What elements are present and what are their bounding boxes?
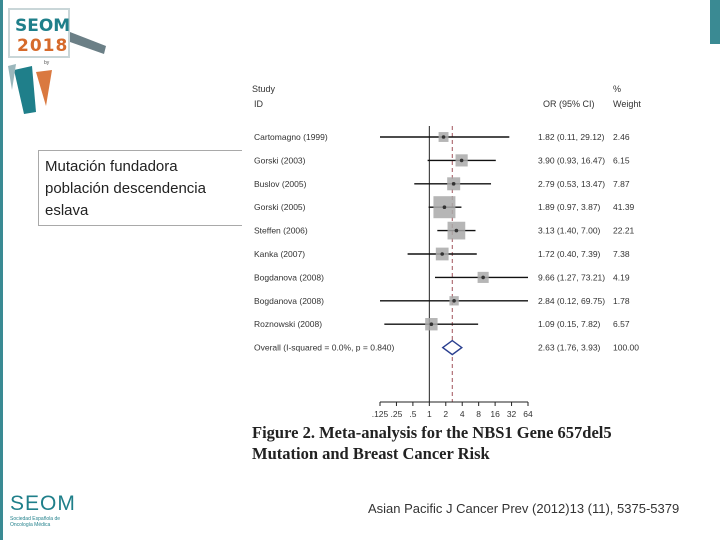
forest-plot: Study ID OR (95% CI)% Weight Cartomagno (199…	[252, 84, 641, 419]
study-point	[429, 322, 434, 326]
study-weight: 1.78	[613, 296, 630, 306]
x-axis-tick-label: .5	[409, 409, 416, 419]
x-axis-tick-label: 64	[523, 409, 533, 419]
study-or-ci: 2.84 (0.12, 69.75)	[538, 296, 605, 306]
study-point	[441, 135, 446, 139]
x-axis-tick-label: 4	[460, 409, 465, 419]
study-label: Bogdanova (2008)	[254, 272, 324, 282]
study-or-ci: 9.66 (1.27, 73.21)	[538, 272, 605, 282]
study-label: Gorski (2003)	[254, 155, 306, 165]
study-label: Steffen (2006)	[254, 226, 308, 236]
study-point	[442, 205, 447, 209]
forest-plot-figure: Study ID OR (95% CI)% Weight Cartomagno (199…	[242, 78, 654, 470]
x-axis-tick-label: 32	[507, 409, 517, 419]
x-axis-tick-label: 2	[443, 409, 448, 419]
study-label: Cartomagno (1999)	[254, 132, 328, 142]
top-right-accent-tab	[710, 0, 720, 44]
study-label: Bogdanova (2008)	[254, 296, 324, 306]
header-percent-label: %	[613, 84, 621, 94]
study-label: Roznowski (2008)	[254, 319, 322, 329]
callout-box: Mutación fundadora población descendenci…	[38, 150, 244, 226]
header-or-label: OR (95% CI)	[543, 99, 595, 109]
overall-diamond	[441, 339, 463, 356]
study-weight: 2.46	[613, 132, 630, 142]
study-point	[451, 182, 456, 186]
study-or-ci: 1.09 (0.15, 7.82)	[538, 319, 601, 329]
study-point	[440, 252, 444, 256]
seom-logo-bottom: SEOM Sociedad Española de Oncología Médi…	[10, 492, 80, 532]
logo-badge: SEOM 2018	[8, 8, 70, 58]
study-or-ci: 3.13 (1.40, 7.00)	[538, 226, 601, 236]
left-accent-bar	[0, 0, 3, 540]
logo-decoration	[8, 32, 106, 114]
study-weight: 6.15	[613, 155, 630, 165]
seom-logo-subtitle: Sociedad Española de Oncología Médica	[10, 516, 61, 528]
study-label: Gorski (2005)	[254, 202, 306, 212]
study-weight: 22.21	[613, 226, 635, 236]
x-axis-tick-label: 8	[476, 409, 481, 419]
study-or-ci: 1.89 (0.97, 3.87)	[538, 202, 601, 212]
overall-label: Overall (I-squared = 0.0%, p = 0.840)	[254, 343, 394, 353]
header-weight-label: Weight	[613, 99, 641, 109]
study-or-ci: 2.79 (0.53, 13.47)	[538, 179, 605, 189]
study-point	[481, 275, 485, 280]
study-or-ci: 1.82 (0.11, 29.12)	[538, 132, 605, 142]
seom-logo-text: SEOM	[10, 492, 76, 515]
study-weight: 41.39	[613, 202, 635, 212]
logo-event-name: SEOM	[15, 16, 71, 36]
x-axis-tick-label: .25	[391, 409, 403, 419]
study-point	[452, 299, 456, 303]
logo-small-text: by	[44, 60, 50, 66]
study-weight: 4.19	[613, 272, 630, 282]
citation-text: Asian Pacific J Cancer Prev (2012)13 (11…	[368, 501, 680, 516]
study-weight: 6.57	[613, 319, 630, 329]
x-axis-tick-label: 16	[490, 409, 500, 419]
logo-event-year: 2018	[17, 36, 69, 56]
study-or-ci: 3.90 (0.93, 16.47)	[538, 155, 605, 165]
study-or-ci: 1.72 (0.40, 7.39)	[538, 249, 601, 259]
overall-or-ci: 2.63 (1.76, 3.93)	[538, 343, 601, 353]
study-point	[459, 158, 464, 163]
study-weight: 7.38	[613, 249, 630, 259]
figure-caption: Figure 2. Meta-analysis for the NBS1 Gen…	[252, 423, 612, 463]
study-weight: 7.87	[613, 179, 630, 189]
overall-weight: 100.00	[613, 343, 639, 353]
study-label: Kanka (2007)	[254, 249, 305, 259]
header-study-label: Study	[252, 84, 276, 94]
study-point	[454, 228, 459, 233]
study-label: Buslov (2005)	[254, 179, 307, 189]
header-id-label: ID	[254, 99, 264, 109]
x-axis-tick-label: .125	[372, 409, 389, 419]
seom-2018-logo: SEOM 2018 by	[6, 6, 110, 116]
x-axis-tick-label: 1	[427, 409, 432, 419]
